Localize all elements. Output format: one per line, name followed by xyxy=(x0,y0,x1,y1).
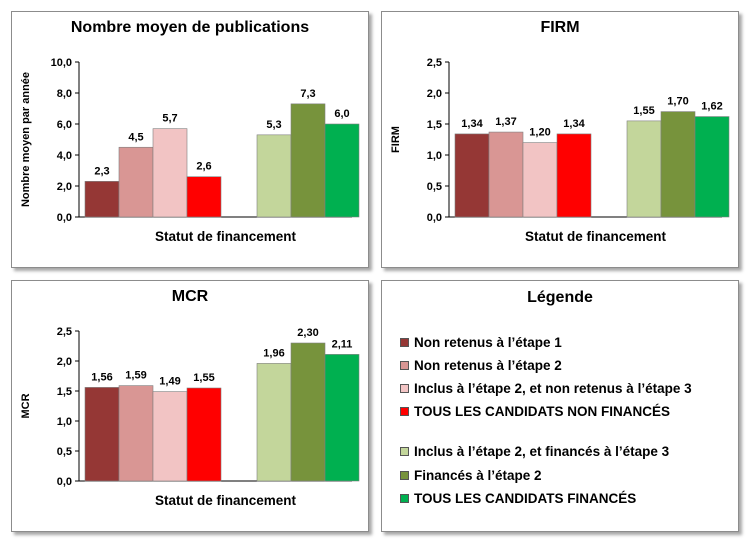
bar xyxy=(152,391,188,482)
x-axis-label: Statut de financement xyxy=(155,493,297,508)
chart-firm: 0,0 0,5 1,0 1,5 2,0 2,5 1,34 1,37 1,20 1,34 1,55 1,… xyxy=(390,57,730,244)
x-axis-label: Statut de financement xyxy=(525,229,667,244)
legend-label: Inclus à l’étape 2, et non retenus à l’é… xyxy=(414,380,692,396)
chart-mcr: 0,0 0,5 1,0 1,5 2,0 2,5 1,56 1,59 1,49 1,55 1,96 2,… xyxy=(20,326,360,508)
bar xyxy=(694,116,730,218)
y-tick-label: 2,5 xyxy=(427,57,442,69)
legend-item: Inclus à l’étape 2, et financés à l’étap… xyxy=(400,442,669,460)
bar xyxy=(488,131,524,218)
y-tick-label: 0,5 xyxy=(57,446,72,458)
y-axis-label: MCR xyxy=(20,393,32,418)
chart-title: Nombre moyen de publications xyxy=(70,19,310,36)
legend-item: Inclus à l’étape 2, et non retenus à l’é… xyxy=(400,379,692,397)
legend-item: Non retenus à l’étape 1 xyxy=(400,333,562,351)
x-axis-label: Statut de financement xyxy=(155,229,297,244)
data-label: 1,20 xyxy=(529,127,550,139)
y-tick-label: 1,5 xyxy=(57,386,72,398)
y-axis-label: Nombre moyen par année xyxy=(20,72,32,207)
data-label: 1,55 xyxy=(633,105,654,117)
legend-label: TOUS LES CANDIDATS FINANCÉS xyxy=(414,490,637,506)
y-tick-label: 0,5 xyxy=(427,181,442,193)
bar xyxy=(626,120,662,218)
bar xyxy=(290,103,326,218)
chart-panel-firm: FIRM 0,0 0,5 1,0 1,5 2,0 2,5 1,34 1,37 1,20 1,34 1… xyxy=(381,11,739,268)
legend-title: Légende xyxy=(527,289,593,306)
legend-swatch xyxy=(400,493,409,503)
y-tick-label: 6,0 xyxy=(57,119,72,131)
data-label: 2,30 xyxy=(297,327,318,339)
y-tick-label: 4,0 xyxy=(57,150,72,162)
legend-swatch xyxy=(400,470,409,480)
data-label: 7,3 xyxy=(300,88,315,100)
data-label: 5,3 xyxy=(266,119,281,131)
data-label: 5,7 xyxy=(162,113,177,125)
bar xyxy=(324,123,360,218)
data-label: 1,37 xyxy=(495,116,516,128)
chart-title: FIRM xyxy=(540,19,580,36)
bar xyxy=(186,176,222,218)
legend-label: Financés à l’étape 2 xyxy=(414,467,542,483)
legend-swatch xyxy=(400,406,409,416)
bar xyxy=(256,134,292,218)
data-label: 1,34 xyxy=(461,118,483,130)
y-tick-label: 0,0 xyxy=(57,476,72,488)
y-tick-label: 0,0 xyxy=(427,212,442,224)
y-tick-label: 2,0 xyxy=(57,356,72,368)
y-tick-label: 1,5 xyxy=(427,119,442,131)
bar xyxy=(256,363,292,482)
data-label: 2,3 xyxy=(94,165,109,177)
data-label: 1,49 xyxy=(159,376,180,388)
legend-swatch xyxy=(400,360,409,370)
data-label: 6,0 xyxy=(334,108,349,120)
bar xyxy=(118,385,154,482)
bar xyxy=(454,133,490,218)
data-label: 2,11 xyxy=(332,338,353,350)
bar xyxy=(186,387,222,482)
bar xyxy=(84,387,120,482)
bar xyxy=(522,142,558,218)
y-tick-label: 2,5 xyxy=(57,326,72,338)
legend-item: TOUS LES CANDIDATS NON FINANCÉS xyxy=(400,402,670,420)
bar xyxy=(556,133,592,218)
legend-swatch xyxy=(400,383,409,393)
y-tick-label: 8,0 xyxy=(57,88,72,100)
y-tick-label: 1,0 xyxy=(57,416,72,428)
y-tick-label: 2,0 xyxy=(57,181,72,193)
y-tick-label: 2,0 xyxy=(427,88,442,100)
data-label: 1,62 xyxy=(701,101,722,113)
y-axis-label: FIRM xyxy=(390,126,402,153)
bar xyxy=(290,342,326,482)
y-tick-label: 0,0 xyxy=(57,212,72,224)
legend-label: Non retenus à l’étape 1 xyxy=(414,334,562,350)
chart-panel-publications: Nombre moyen de publications 0,0 2,0 4,0 6,… xyxy=(11,11,369,268)
legend-swatch xyxy=(400,446,409,456)
legend-label: Inclus à l’étape 2, et financés à l’étap… xyxy=(414,443,670,459)
legend-item: TOUS LES CANDIDATS FINANCÉS xyxy=(400,489,636,507)
data-label: 1,59 xyxy=(125,370,146,382)
bar xyxy=(84,181,120,218)
legend-label: Non retenus à l’étape 2 xyxy=(414,357,562,373)
data-label: 1,34 xyxy=(563,118,585,130)
legend-item: Financés à l’étape 2 xyxy=(400,466,542,484)
bar xyxy=(324,354,360,482)
legend-swatch xyxy=(400,337,409,347)
chart-publications: 0,0 2,0 4,0 6,0 8,0 10,0 2,3 4,5 5,7 2,6 5,3 7,3 6,0… xyxy=(20,57,360,244)
chart-title: MCR xyxy=(171,288,209,305)
y-tick-label: 1,0 xyxy=(427,150,442,162)
legend-item: Non retenus à l’étape 2 xyxy=(400,356,562,374)
data-label: 1,56 xyxy=(91,371,112,383)
data-label: 4,5 xyxy=(128,131,143,143)
bar xyxy=(152,128,188,218)
bar xyxy=(118,146,154,218)
data-label: 1,70 xyxy=(667,96,688,108)
legend-panel: Légende Non retenus à l’étape 1 Non rete… xyxy=(381,280,739,532)
y-tick-label: 10,0 xyxy=(51,57,72,69)
legend-label: TOUS LES CANDIDATS NON FINANCÉS xyxy=(414,403,671,419)
chart-panel-mcr: MCR 0,0 0,5 1,0 1,5 2,0 2,5 1,56 1,59 1,49 1,55 1,… xyxy=(11,280,369,532)
data-label: 2,6 xyxy=(196,161,211,173)
data-label: 1,96 xyxy=(263,347,284,359)
data-label: 1,55 xyxy=(193,372,214,384)
bar xyxy=(660,111,696,218)
